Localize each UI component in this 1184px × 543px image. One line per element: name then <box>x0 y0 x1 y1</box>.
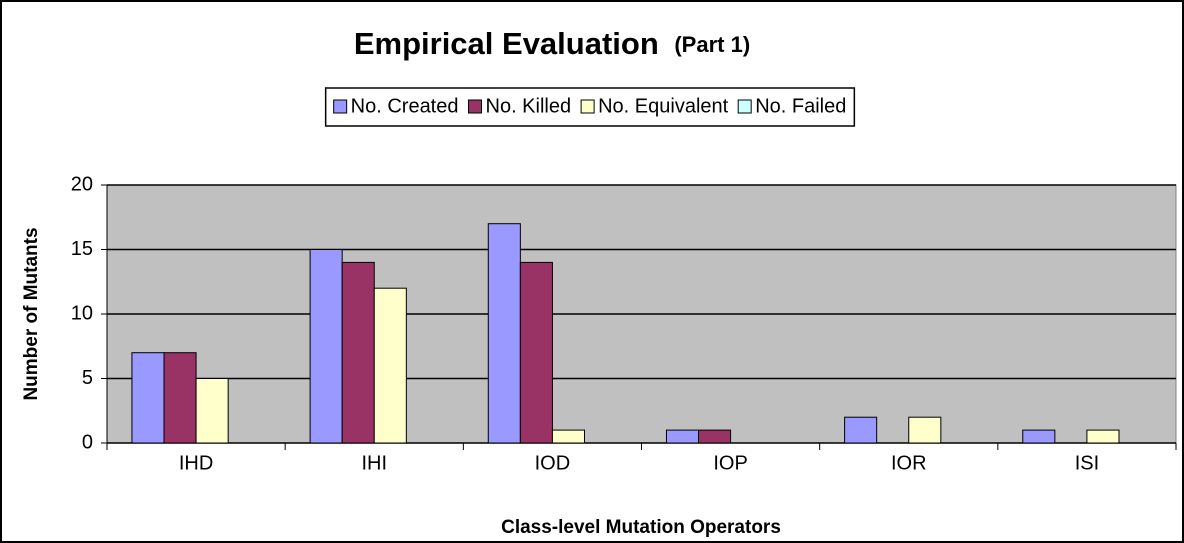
x-tick-label: IOR <box>891 452 927 474</box>
bar <box>487 223 521 444</box>
bar <box>373 287 407 444</box>
bar <box>908 416 942 444</box>
bar <box>309 249 343 444</box>
x-tick-label: IHI <box>361 452 387 474</box>
y-tick-label: 15 <box>71 238 93 260</box>
bar <box>195 378 229 444</box>
x-tick-label: IOP <box>713 452 747 474</box>
legend-swatch <box>333 99 348 114</box>
bar <box>131 352 165 444</box>
legend-swatch <box>580 99 595 114</box>
bar <box>698 429 732 444</box>
legend-label: No. Killed <box>486 95 572 117</box>
legend-swatch <box>737 99 752 114</box>
bar <box>1086 429 1120 444</box>
bar <box>844 416 878 444</box>
bar <box>665 429 700 444</box>
x-axis-label: Class-level Mutation Operators <box>501 517 781 538</box>
bar <box>1022 429 1056 444</box>
chart-title-group: Empirical Evaluation (Part 1) <box>354 26 750 61</box>
bar <box>551 429 585 444</box>
bar <box>519 261 553 444</box>
y-axis-label: Number of Mutants <box>21 227 42 400</box>
x-tick-label: ISI <box>1075 452 1099 474</box>
bar <box>163 352 197 444</box>
legend-label: No. Created <box>351 95 459 117</box>
y-tick-label: 0 <box>82 431 93 453</box>
legend-label: No. Failed <box>755 95 846 117</box>
chart-subtitle: (Part 1) <box>674 32 750 57</box>
x-tick-label: IHD <box>179 452 213 474</box>
legend-label: No. Equivalent <box>598 95 729 117</box>
y-tick-label: 5 <box>82 367 93 389</box>
x-tick-label: IOD <box>535 452 571 474</box>
bar <box>341 261 375 444</box>
legend: No. Created No. Killed No. Equivalent No. F… <box>324 87 856 127</box>
chart-title: Empirical Evaluation <box>354 26 659 61</box>
y-tick-label: 20 <box>71 173 93 195</box>
legend-swatch <box>468 99 482 114</box>
y-tick-label: 10 <box>71 302 93 324</box>
